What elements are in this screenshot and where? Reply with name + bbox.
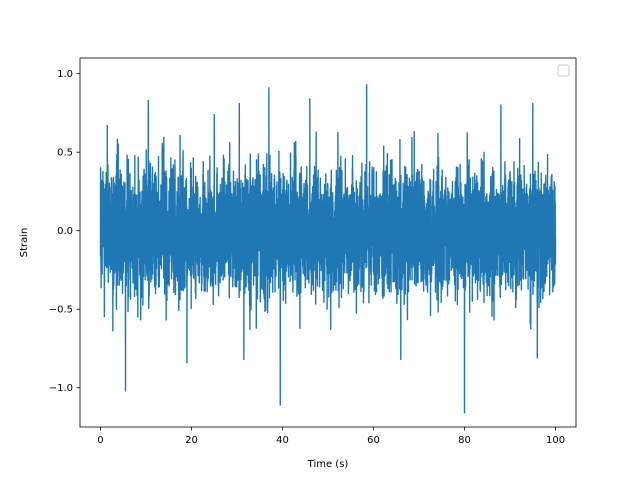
- y-tick-label: −1.0: [49, 383, 73, 394]
- legend-box: [557, 64, 570, 77]
- x-tick-label: 100: [546, 435, 565, 446]
- plot-layer: [99, 83, 557, 414]
- x-axis-label: Time (s): [307, 459, 349, 470]
- x-tick-label: 60: [367, 435, 380, 446]
- series-line-0: [99, 83, 557, 414]
- y-tick-label: 0.0: [57, 226, 73, 237]
- y-axis-label: Strain: [19, 228, 30, 258]
- y-tick-label: −0.5: [49, 305, 73, 316]
- y-tick-label: 1.0: [57, 69, 73, 80]
- axes-layer: 0 20 40 60 80 100 −1.0 −0.5 0.0 0.5 1.0: [49, 57, 577, 446]
- axes-frame: [79, 57, 577, 428]
- y-tick-label: 0.5: [57, 148, 73, 159]
- x-tick-label: 0: [97, 435, 103, 446]
- x-tick-label: 40: [276, 435, 289, 446]
- x-tick-label: 80: [458, 435, 471, 446]
- x-tick-label: 20: [185, 435, 198, 446]
